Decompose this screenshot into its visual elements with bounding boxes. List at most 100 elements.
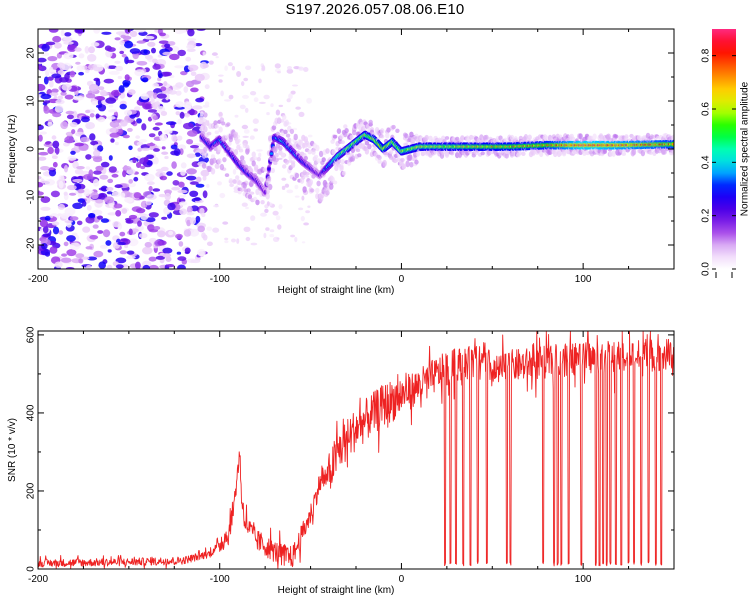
noise-cell: [75, 29, 85, 33]
noise-cell: [41, 43, 50, 52]
noise-cell: [281, 177, 287, 181]
noise-cell: [100, 218, 110, 223]
spectrogram-cell: [588, 135, 593, 141]
chart-title: S197.2026.057.08.06.E10: [285, 1, 465, 18]
noise-cell: [241, 124, 249, 130]
noise-cell: [141, 147, 151, 151]
spectrogram-y-tick-label: 0: [26, 146, 37, 152]
noise-cell: [148, 133, 156, 138]
noise-cell: [177, 256, 187, 261]
spectrogram-y-tick-label: 10: [26, 95, 37, 107]
spectrogram-cell: [404, 133, 409, 139]
noise-cell: [90, 42, 100, 47]
noise-cell: [163, 71, 172, 77]
noise-cell: [121, 53, 127, 58]
noise-cell: [177, 144, 187, 150]
spectrogram-x-tick-label: -100: [210, 274, 230, 285]
noise-cell: [157, 230, 166, 238]
noise-cell: [202, 63, 209, 69]
noise-cell: [60, 121, 69, 130]
snr-y-tick-label: 600: [26, 326, 37, 343]
noise-cell: [97, 145, 104, 152]
noise-cell: [60, 257, 72, 263]
noise-cell: [202, 190, 208, 199]
spectrogram-cell: [264, 204, 269, 209]
spectrogram-x-tick-label: 0: [399, 274, 405, 285]
noise-cell: [277, 70, 281, 74]
noise-cell: [120, 192, 126, 198]
noise-cell: [136, 118, 142, 124]
noise-cell: [55, 99, 65, 105]
spectrogram-cell: [227, 141, 232, 147]
noise-cell: [129, 30, 138, 38]
colorbar-tick-label: 0.0: [701, 262, 712, 276]
spectrogram-cell: [316, 180, 321, 187]
spectrogram-cell: [383, 151, 389, 156]
noise-cell: [114, 37, 121, 41]
noise-cell: [174, 106, 185, 110]
noise-cell: [76, 166, 85, 170]
spectrogram-cell: [631, 148, 637, 156]
noise-cell: [119, 250, 128, 255]
noise-cell: [64, 136, 75, 144]
noise-cell: [202, 51, 206, 56]
noise-cell: [162, 51, 172, 56]
spectrogram-cell: [307, 149, 312, 155]
noise-cell: [112, 221, 121, 228]
noise-cell: [232, 168, 237, 175]
noise-cell: [64, 94, 74, 100]
noise-cell: [159, 32, 166, 37]
spectrogram-cell: [289, 128, 295, 135]
noise-cell: [38, 151, 49, 156]
noise-cell: [211, 52, 218, 56]
spectrogram-cell: [602, 150, 607, 154]
noise-cell: [185, 56, 192, 62]
noise-cell: [121, 208, 128, 214]
spectrogram-cell: [254, 164, 259, 171]
spectrogram-cell: [217, 145, 222, 153]
spectrogram-cell: [377, 155, 382, 160]
noise-cell: [206, 183, 210, 188]
noise-cell: [294, 195, 300, 198]
noise-cell: [40, 206, 51, 211]
spectrogram-cell: [400, 157, 405, 163]
noise-cell: [38, 134, 43, 142]
spectrogram-cell: [503, 137, 508, 143]
spectrogram-cell: [504, 152, 509, 159]
noise-cell: [162, 253, 171, 258]
spectrogram-y-axis-label: Frequency (Hz): [7, 115, 18, 184]
noise-cell: [69, 242, 81, 250]
noise-cell: [43, 100, 51, 104]
noise-cell: [106, 186, 114, 192]
noise-cell: [306, 97, 312, 104]
noise-cell: [166, 171, 173, 176]
noise-cell: [106, 191, 113, 195]
noise-cell: [144, 35, 155, 40]
noise-cell: [206, 241, 213, 247]
spectrogram-cell: [275, 109, 281, 116]
noise-cell: [178, 241, 184, 247]
noise-cell: [168, 90, 177, 95]
snr-x-tick-label: 0: [399, 574, 405, 585]
noise-cell: [51, 73, 62, 79]
noise-cell: [176, 135, 183, 141]
spectrogram-cell: [345, 151, 350, 155]
noise-cell: [152, 188, 161, 192]
noise-cell: [42, 233, 51, 238]
spectrogram-cell: [329, 183, 334, 190]
noise-cell: [119, 50, 125, 55]
noise-cell: [63, 52, 74, 60]
noise-cell: [137, 147, 142, 152]
noise-cell: [141, 123, 147, 131]
spectrogram-cell: [260, 200, 265, 205]
noise-cell: [97, 215, 103, 220]
noise-cell: [124, 109, 133, 116]
colorbar-tick-label: 0.4: [701, 155, 712, 169]
noise-cell: [186, 205, 193, 214]
noise-cell: [288, 93, 293, 100]
spectrogram-cell: [339, 165, 344, 172]
noise-cell: [38, 190, 41, 194]
noise-cell: [111, 173, 119, 178]
noise-cell: [90, 140, 99, 146]
noise-cell: [161, 146, 166, 150]
